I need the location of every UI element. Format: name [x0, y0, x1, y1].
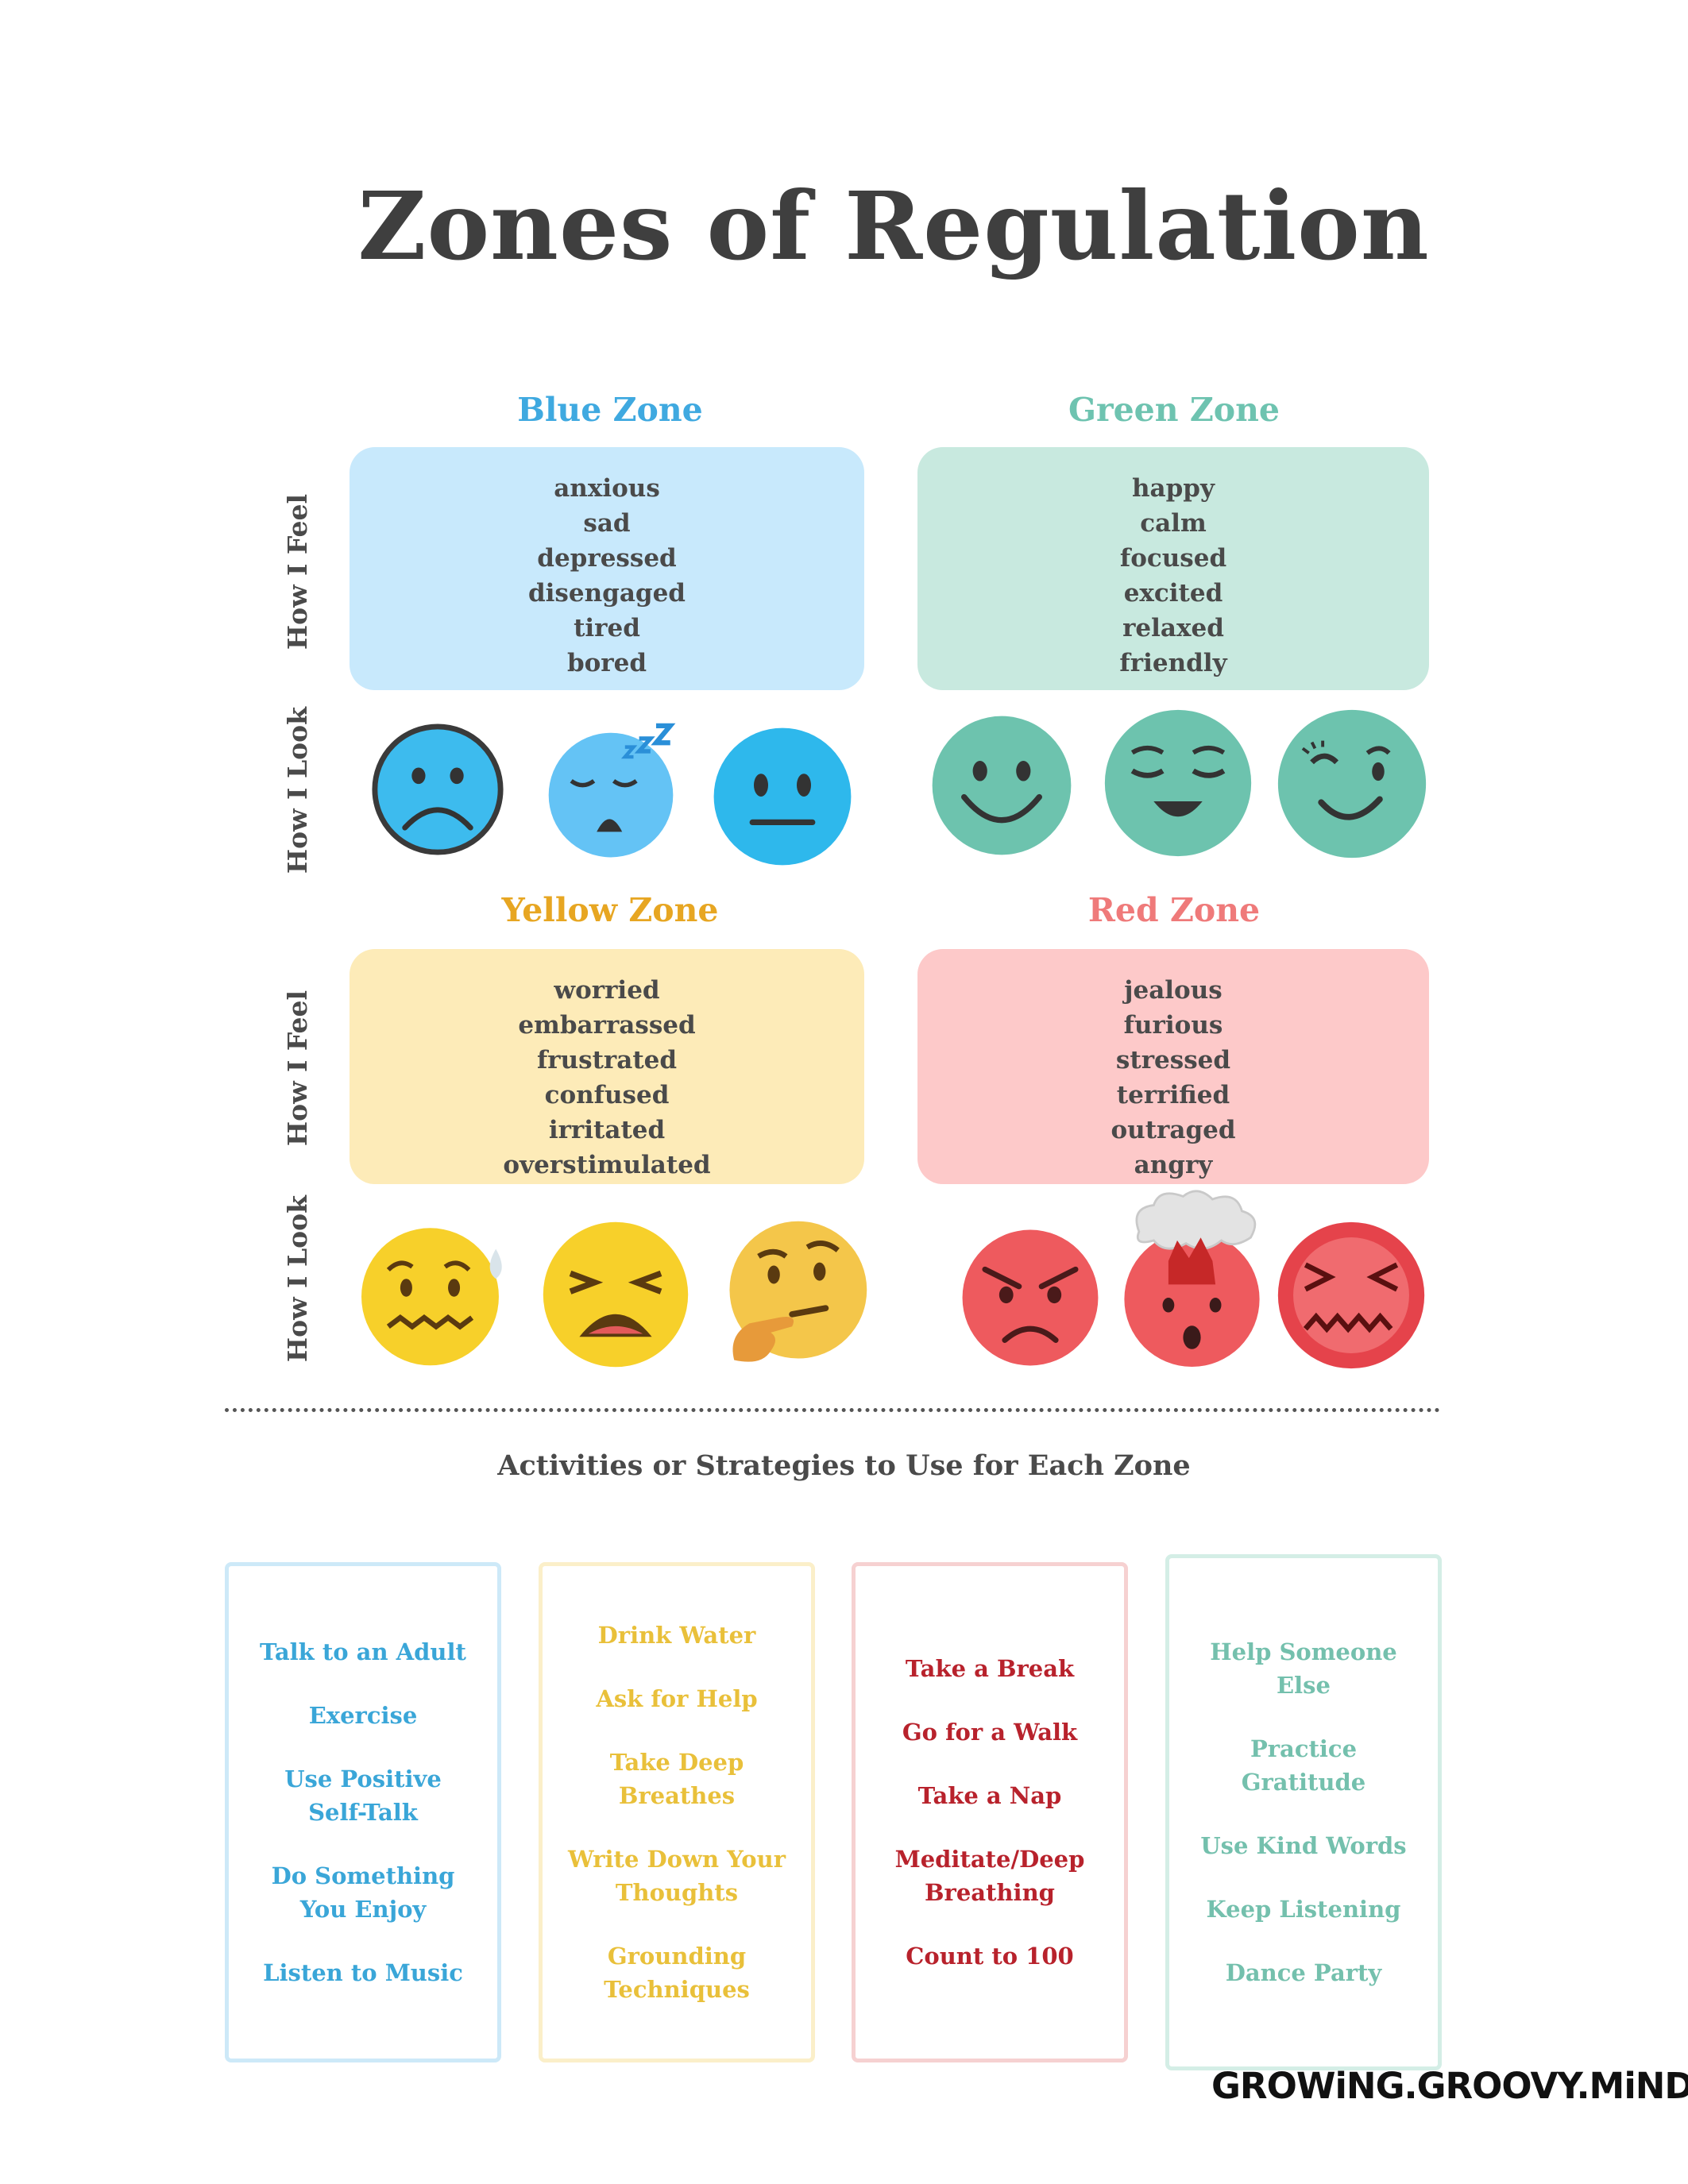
red-zone-title: Red Zone [1087, 891, 1261, 929]
feeling-word: friendly [1119, 649, 1227, 677]
feeling-word: stressed [1115, 1046, 1231, 1075]
activity-item: Take a Break [905, 1655, 1075, 1682]
yellow-activities-card: Drink Water Ask for Help Take Deep Breat… [539, 1562, 815, 2062]
feeling-word: confused [544, 1081, 670, 1109]
activity-item: Ask for Help [596, 1685, 758, 1712]
activity-item: Practice Gratitude [1241, 1735, 1366, 1796]
page-title: Zones of Regulation [357, 171, 1430, 281]
activity-item: Grounding Techniques [604, 1943, 750, 2003]
blue-activities-card: Talk to an Adult Exercise Use Positive S… [225, 1562, 501, 2062]
feeling-word: focused [1119, 544, 1227, 573]
activity-item: Use Positive Self-Talk [284, 1765, 442, 1826]
feeling-word: angry [1134, 1151, 1213, 1179]
green-zone-title: Green Zone [1068, 391, 1280, 429]
activity-item: Listen to Music [263, 1959, 463, 1986]
feeling-word: furious [1123, 1011, 1223, 1040]
activity-item: Do Something You Enjoy [271, 1862, 455, 1923]
activity-item: Take Deep Breathes [609, 1749, 744, 1809]
smiling-face-icon [932, 716, 1072, 855]
feeling-word: overstimulated [503, 1151, 711, 1179]
activity-item: Use Kind Words [1200, 1832, 1407, 1859]
feeling-word: irritated [548, 1116, 666, 1144]
winking-face-icon [1277, 709, 1427, 859]
feeling-word: depressed [537, 544, 677, 573]
blue-zone-title: Blue Zone [517, 391, 703, 429]
how-i-look-label: How I Look [282, 706, 313, 874]
feeling-word: relaxed [1122, 614, 1224, 642]
brand-logo: GROWiNG.GROOVY.MiNDS. [1211, 2065, 1688, 2107]
feeling-word: calm [1140, 509, 1207, 538]
feeling-word: bored [566, 649, 647, 677]
feeling-word: happy [1132, 474, 1215, 503]
activity-item: Talk to an Adult [260, 1638, 466, 1665]
feeling-word: excited [1123, 579, 1223, 608]
how-i-feel-label: How I Feel [282, 990, 313, 1147]
frowning-face-icon [372, 723, 504, 855]
blue-zone-feelings-box: anxious sad depressed disengaged tired b… [350, 447, 864, 690]
section-divider [225, 1408, 1440, 1412]
activity-item: Take a Nap [917, 1782, 1062, 1809]
activity-item: Keep Listening [1206, 1896, 1401, 1923]
activity-item: Write Down Your Thoughts [567, 1846, 786, 1906]
activity-item: Exercise [308, 1702, 418, 1729]
green-zone-feelings-box: happy calm focused excited relaxed frien… [917, 447, 1429, 690]
feeling-word: worried [554, 976, 660, 1005]
thinking-face-icon [729, 1221, 867, 1362]
activity-item: Drink Water [597, 1622, 756, 1649]
yellow-zone-title: Yellow Zone [501, 891, 719, 929]
anxious-sweat-face-icon [361, 1228, 502, 1366]
relieved-face-icon [1104, 709, 1252, 857]
sleeping-face-icon [548, 723, 676, 858]
tired-face-icon [543, 1221, 689, 1368]
how-i-look-label: How I Look [282, 1194, 313, 1363]
feeling-word: frustrated [536, 1046, 678, 1075]
activity-item: Meditate/Deep Breathing [894, 1846, 1085, 1906]
feeling-word: sad [583, 509, 631, 538]
activity-item: Help Someone Else [1210, 1638, 1397, 1699]
yellow-zone-feelings-box: worried embarrassed frustrated confused … [350, 949, 864, 1184]
red-zone-feelings-box: jealous furious stressed terrified outra… [917, 949, 1429, 1184]
how-i-feel-label: How I Feel [282, 493, 313, 650]
confounded-face-icon [1277, 1221, 1425, 1369]
red-activities-card: Take a Break Go for a Walk Take a Nap Me… [852, 1562, 1128, 2062]
feeling-word: outraged [1111, 1116, 1236, 1144]
feeling-word: anxious [554, 474, 660, 503]
exploding-head-icon [1124, 1190, 1260, 1367]
feeling-word: embarrassed [518, 1011, 696, 1040]
activities-title: Activities or Strategies to Use for Each… [497, 1449, 1191, 1482]
feeling-word: disengaged [527, 579, 686, 608]
activity-item: Count to 100 [906, 1943, 1074, 1970]
feeling-word: terrified [1116, 1081, 1230, 1109]
feeling-word: tired [574, 614, 640, 642]
green-activities-card: Help Someone Else Practice Gratitude Use… [1165, 1554, 1442, 2070]
neutral-face-icon [713, 727, 852, 866]
activity-item: Dance Party [1225, 1959, 1382, 1986]
feeling-word: jealous [1124, 976, 1223, 1005]
activity-item: Go for a Walk [902, 1719, 1078, 1746]
angry-face-icon [962, 1229, 1099, 1366]
